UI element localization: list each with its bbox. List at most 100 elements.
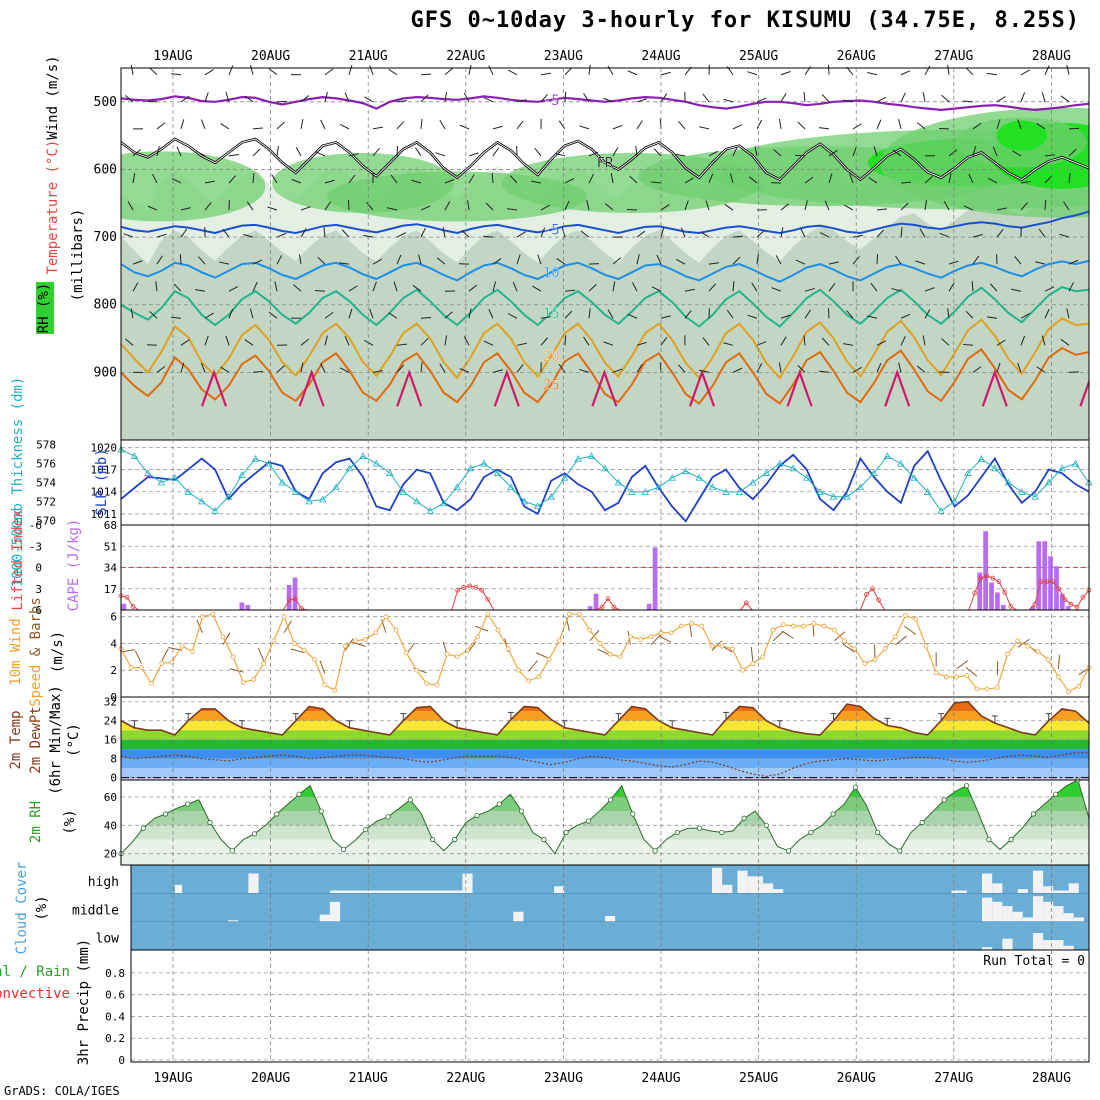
wind-barb	[849, 173, 854, 184]
wind-barb	[754, 146, 758, 157]
wind-speed-point	[342, 643, 348, 649]
wind-barb	[900, 202, 909, 211]
bottom-date-label: 19AUG	[153, 1071, 192, 1086]
wind-barb	[773, 148, 782, 157]
wind-barb	[892, 149, 902, 157]
wind-barb	[586, 200, 590, 211]
contour-t25	[121, 346, 1089, 405]
thickness-point	[534, 502, 542, 510]
wind-speed-point	[515, 667, 521, 673]
cape-bar	[593, 593, 599, 610]
wind-barb	[492, 147, 500, 157]
rh-point	[407, 797, 413, 803]
wind-speed-point	[1066, 689, 1072, 695]
wind-barb	[797, 365, 806, 373]
wind-barb	[894, 255, 902, 265]
rh-point	[852, 784, 858, 790]
wind-barb	[898, 119, 902, 129]
contour-t10	[121, 259, 1089, 283]
wind-barb	[724, 203, 734, 211]
wind-barb	[396, 254, 402, 265]
wind-barb	[819, 232, 830, 238]
cloud-cover-block	[329, 901, 341, 922]
wind-speed-point	[271, 638, 277, 644]
wind-barb	[636, 120, 643, 130]
wind-speed-point	[648, 634, 654, 640]
wind-barb	[512, 281, 518, 292]
thickness-point	[587, 452, 596, 459]
cape-bar	[1059, 593, 1065, 610]
bottom-date-label: 20AUG	[251, 1071, 290, 1086]
wind-barb	[483, 340, 494, 346]
wind-barb	[132, 173, 136, 184]
wind-barb	[1060, 338, 1070, 346]
cape-bar	[1054, 566, 1059, 610]
li-point	[978, 575, 984, 581]
wind-speed-point	[536, 674, 542, 680]
wind-barb	[396, 145, 399, 156]
wind-barb	[439, 363, 446, 373]
wind-barb	[867, 72, 878, 76]
wind-barb	[962, 100, 974, 103]
surface-wind-barb	[842, 643, 855, 653]
bottom-date-label: 23AUG	[544, 1071, 583, 1086]
wind-speed-point	[383, 614, 389, 620]
wind-tick-label: 0	[110, 691, 117, 704]
surface-wind-barb	[772, 631, 784, 642]
thickness-point	[359, 452, 367, 459]
thickness-point	[1004, 478, 1013, 486]
rh-axis-unit: (%)	[62, 809, 78, 834]
wind-barb	[149, 67, 158, 76]
wind-barb	[348, 285, 358, 292]
thickness-axis-label-part: 1000-500mb Thickness (dm)	[10, 377, 26, 588]
rh-point	[585, 818, 591, 824]
wind-barb	[947, 64, 950, 75]
wind-barb	[534, 147, 542, 157]
cape-tick-label: 34	[104, 562, 118, 575]
wind-barb	[222, 228, 230, 238]
wind-speed-point	[842, 638, 847, 644]
wind-barb	[171, 316, 182, 319]
wind-barb	[987, 72, 998, 76]
precip-tick-label: 0.2	[105, 1032, 125, 1045]
wind-barb	[228, 154, 239, 157]
wind-barb	[726, 309, 734, 319]
slp-tick-label: 1020	[91, 441, 118, 454]
contour-label-minus5: -5	[543, 93, 560, 109]
wind-barb	[348, 174, 356, 184]
wind-barb	[852, 366, 862, 373]
minmax-axis-label: (6hr Min/Max)	[48, 685, 64, 795]
wind-barb	[492, 125, 503, 130]
wind-barb	[1012, 150, 1022, 157]
thickness-point	[749, 478, 757, 486]
wind-barb	[369, 65, 374, 75]
rh-point	[452, 836, 458, 843]
wind-barb	[900, 70, 911, 76]
wind-barb	[219, 261, 230, 265]
wind-barb	[876, 96, 887, 103]
wind-barb	[200, 362, 206, 373]
wind-barb	[943, 200, 950, 211]
wind-barb	[636, 254, 640, 265]
wind-barb	[656, 254, 662, 265]
wind-barb	[651, 286, 662, 292]
wind-barb	[439, 120, 446, 130]
wind-barb	[996, 362, 1001, 373]
wind-barb	[996, 339, 1006, 346]
rh-point	[919, 819, 925, 826]
wind-barb	[1066, 308, 1070, 319]
wind-barb	[130, 64, 134, 75]
cloud-axis-label: Cloud Cover	[14, 862, 30, 955]
rh-legend-label-part: RH (%)	[36, 283, 52, 334]
wind-speed-point	[230, 654, 236, 660]
wind-barb	[780, 314, 791, 319]
cloud-cover-block	[1002, 938, 1013, 950]
contour-label-minus5_low: -5	[543, 223, 560, 239]
rh-point	[719, 829, 725, 836]
cloud-cover-block	[554, 886, 565, 894]
wind-speed-point	[638, 637, 644, 642]
rh-point	[874, 829, 881, 836]
cape-bar	[1042, 541, 1048, 610]
wind-barb	[771, 287, 782, 292]
